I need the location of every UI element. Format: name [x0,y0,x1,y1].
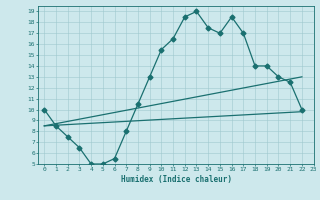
X-axis label: Humidex (Indice chaleur): Humidex (Indice chaleur) [121,175,231,184]
